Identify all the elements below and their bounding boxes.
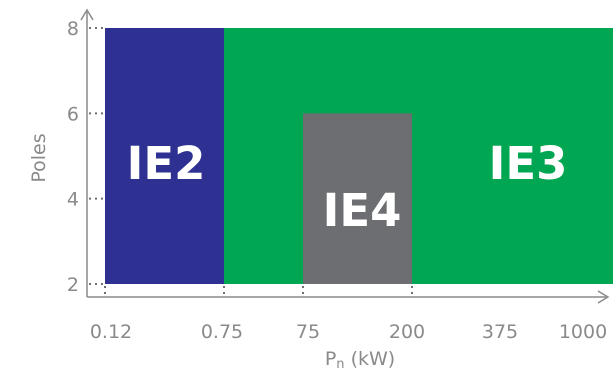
region-ie4 bbox=[303, 113, 412, 284]
y-tick-label: 2 bbox=[67, 274, 79, 296]
x-tick-label: 75 bbox=[296, 321, 320, 343]
x-axis-title-unit: (kW) bbox=[345, 348, 396, 370]
x-axis-title: Pn (kW) bbox=[325, 348, 395, 372]
axes-layer bbox=[80, 8, 610, 304]
x-axis-title-subscript: n bbox=[336, 357, 344, 372]
y-tick-label: 4 bbox=[67, 189, 79, 211]
region-label-ie2: IE2 bbox=[127, 137, 206, 190]
region-label-ie4: IE4 bbox=[323, 184, 402, 237]
x-tick-labels: 0.12 0.75 75 200 375 1000 bbox=[90, 321, 607, 343]
x-tick-label: 0.75 bbox=[201, 321, 243, 343]
region-label-ie3: IE3 bbox=[489, 137, 568, 190]
y-axis-title: Poles bbox=[28, 133, 50, 182]
region-ie2 bbox=[105, 28, 224, 284]
guide-lines-layer bbox=[89, 27, 413, 297]
y-tick-label: 6 bbox=[67, 103, 79, 125]
x-tick-label: 1000 bbox=[559, 321, 607, 343]
x-axis-title-main: P bbox=[325, 348, 336, 370]
x-tick-label: 0.12 bbox=[90, 321, 132, 343]
y-tick-labels: 2 4 6 8 bbox=[67, 18, 79, 296]
x-tick-label: 200 bbox=[389, 321, 425, 343]
x-axis-arrow-icon bbox=[597, 290, 610, 304]
region-labels-layer: IE2 IE3 IE4 bbox=[127, 137, 568, 237]
y-tick-label: 8 bbox=[67, 18, 79, 40]
y-axis-arrow-icon bbox=[80, 8, 94, 21]
x-tick-label: 375 bbox=[482, 321, 518, 343]
region-ie3 bbox=[224, 28, 613, 284]
regions-layer bbox=[105, 28, 613, 284]
